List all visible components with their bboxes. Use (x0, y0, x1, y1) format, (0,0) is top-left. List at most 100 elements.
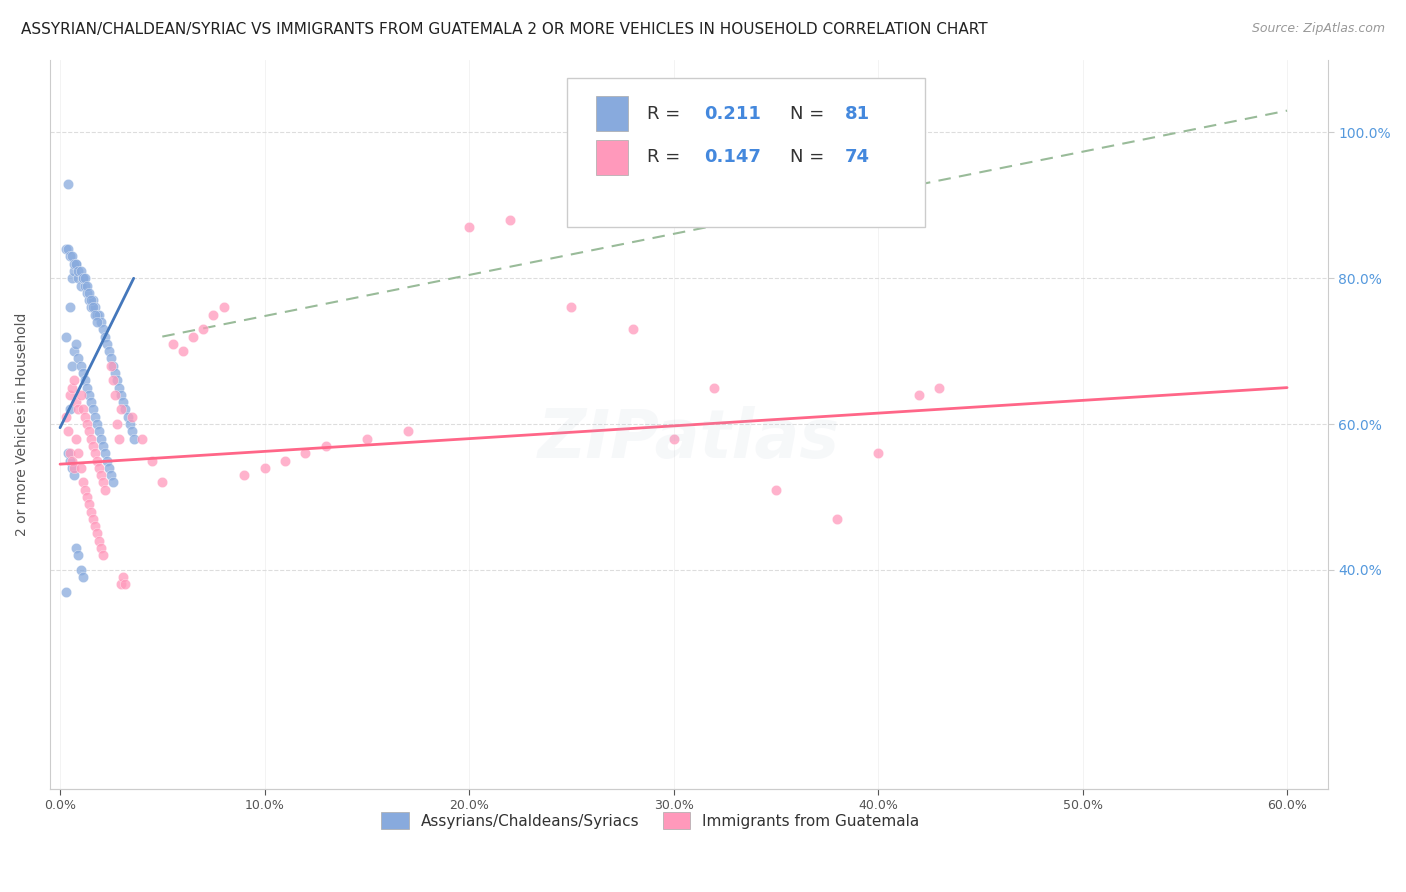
Point (59, 249, 82, 263)
Point (65, 432, 87, 446)
Point (86, 315, 108, 329)
Point (73, 373, 96, 387)
Point (59, 402, 82, 417)
Point (63, 264, 86, 278)
Text: 74: 74 (845, 148, 870, 166)
Text: R =: R = (647, 148, 686, 166)
Text: ZIPatlas: ZIPatlas (538, 406, 839, 472)
Point (86, 417, 108, 431)
Point (96, 453, 118, 467)
Point (114, 402, 136, 417)
Point (104, 388, 127, 402)
Point (122, 432, 145, 446)
Point (73, 483, 96, 497)
Point (69, 264, 91, 278)
Point (65, 541, 87, 555)
Point (60, 359, 83, 373)
Point (58, 446, 80, 460)
Point (86, 526, 108, 541)
Text: R =: R = (647, 104, 686, 122)
Point (58, 242, 80, 256)
Point (80, 293, 103, 307)
Point (108, 381, 131, 395)
Point (202, 308, 225, 322)
Point (67, 446, 90, 460)
Point (63, 257, 86, 271)
Point (100, 468, 122, 483)
Point (72, 402, 94, 417)
Point (60, 271, 83, 285)
Point (65, 395, 87, 409)
Point (118, 417, 141, 431)
Point (63, 468, 86, 483)
Point (63, 373, 86, 387)
Point (908, 388, 931, 402)
Point (76, 417, 98, 431)
Point (76, 285, 98, 300)
Point (181, 329, 204, 343)
Point (63, 344, 86, 359)
Y-axis label: 2 or more Vehicles in Household: 2 or more Vehicles in Household (15, 312, 30, 536)
Point (121, 409, 143, 424)
Point (76, 490, 98, 504)
Point (65, 337, 87, 351)
Point (80, 504, 103, 518)
Point (67, 351, 90, 366)
Point (212, 301, 235, 315)
Point (703, 381, 725, 395)
Point (59, 388, 82, 402)
Point (141, 453, 163, 467)
Point (67, 548, 90, 562)
Point (131, 432, 153, 446)
Point (59, 446, 82, 460)
Point (112, 395, 135, 409)
Point (82, 512, 104, 526)
Point (60, 460, 83, 475)
Point (60, 453, 83, 467)
Point (172, 344, 194, 359)
Point (72, 366, 94, 380)
Point (69, 388, 91, 402)
Point (83, 409, 105, 424)
Point (86, 308, 108, 322)
Point (87, 425, 110, 439)
Point (621, 322, 644, 336)
Point (72, 271, 94, 285)
Point (55, 329, 77, 343)
Point (69, 563, 91, 577)
Point (83, 308, 105, 322)
Text: 81: 81 (845, 104, 870, 122)
Text: ASSYRIAN/CHALDEAN/SYRIAC VS IMMIGRANTS FROM GUATEMALA 2 OR MORE VEHICLES IN HOUS: ASSYRIAN/CHALDEAN/SYRIAC VS IMMIGRANTS F… (21, 22, 987, 37)
Point (108, 432, 131, 446)
Point (77, 285, 100, 300)
Point (868, 446, 890, 460)
Point (112, 570, 135, 584)
Point (103, 373, 125, 387)
Point (72, 570, 94, 584)
Point (90, 432, 112, 446)
Point (91, 548, 114, 562)
Point (67, 402, 90, 417)
Point (294, 446, 316, 460)
Point (94, 329, 117, 343)
Point (80, 301, 103, 315)
Point (76, 278, 98, 293)
Point (77, 425, 100, 439)
Point (65, 257, 87, 271)
Point (58, 425, 80, 439)
Point (253, 460, 276, 475)
Point (77, 293, 100, 307)
Point (73, 271, 96, 285)
Point (76, 381, 98, 395)
Point (77, 388, 100, 402)
Point (72, 475, 94, 490)
Text: 0.211: 0.211 (704, 104, 761, 122)
Point (59, 301, 82, 315)
Point (104, 366, 127, 380)
Point (91, 475, 114, 490)
Point (80, 395, 103, 409)
Point (560, 301, 582, 315)
Point (87, 533, 110, 548)
Point (825, 512, 848, 526)
Point (83, 301, 105, 315)
